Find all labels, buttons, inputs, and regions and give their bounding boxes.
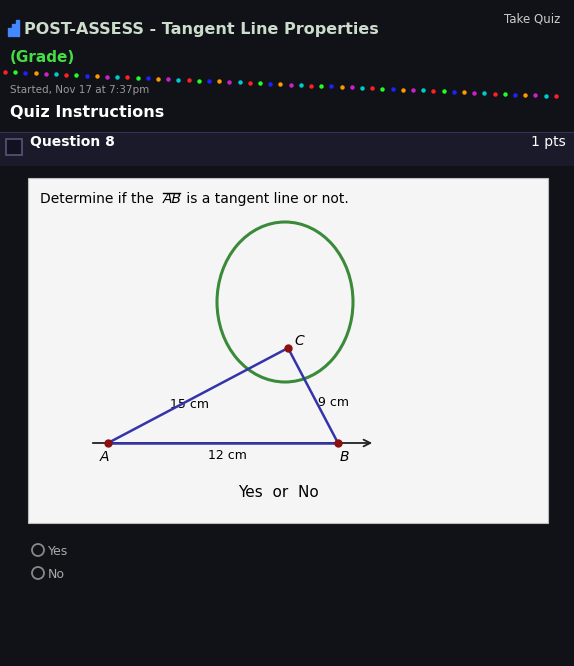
Text: 12 cm: 12 cm: [208, 449, 247, 462]
Text: is a tangent line or not.: is a tangent line or not.: [182, 192, 349, 206]
Text: Yes: Yes: [48, 545, 68, 558]
Text: 9 cm: 9 cm: [318, 396, 349, 408]
Bar: [6, 139, 22, 155]
Text: Started, Nov 17 at 7:37pm: Started, Nov 17 at 7:37pm: [10, 85, 149, 95]
Text: B: B: [340, 450, 350, 464]
Bar: [8, 28, 11, 36]
FancyBboxPatch shape: [28, 178, 548, 523]
Bar: [0, 132, 574, 166]
Bar: [16, 20, 19, 36]
Text: Yes  or  No: Yes or No: [238, 485, 319, 500]
Text: Quiz Instructions: Quiz Instructions: [10, 105, 164, 120]
Text: (Grade): (Grade): [10, 50, 75, 65]
Text: AB: AB: [163, 192, 182, 206]
Text: Determine if the: Determine if the: [40, 192, 158, 206]
Text: Question 8: Question 8: [30, 135, 115, 149]
Text: No: No: [48, 568, 65, 581]
Bar: [12, 24, 15, 36]
Text: Take Quiz: Take Quiz: [503, 12, 560, 25]
Text: C: C: [294, 334, 304, 348]
Text: A: A: [99, 450, 108, 464]
Text: POST-ASSESS - Tangent Line Properties: POST-ASSESS - Tangent Line Properties: [24, 22, 379, 37]
Text: 15 cm: 15 cm: [170, 398, 209, 410]
Text: 1 pts: 1 pts: [532, 135, 566, 149]
